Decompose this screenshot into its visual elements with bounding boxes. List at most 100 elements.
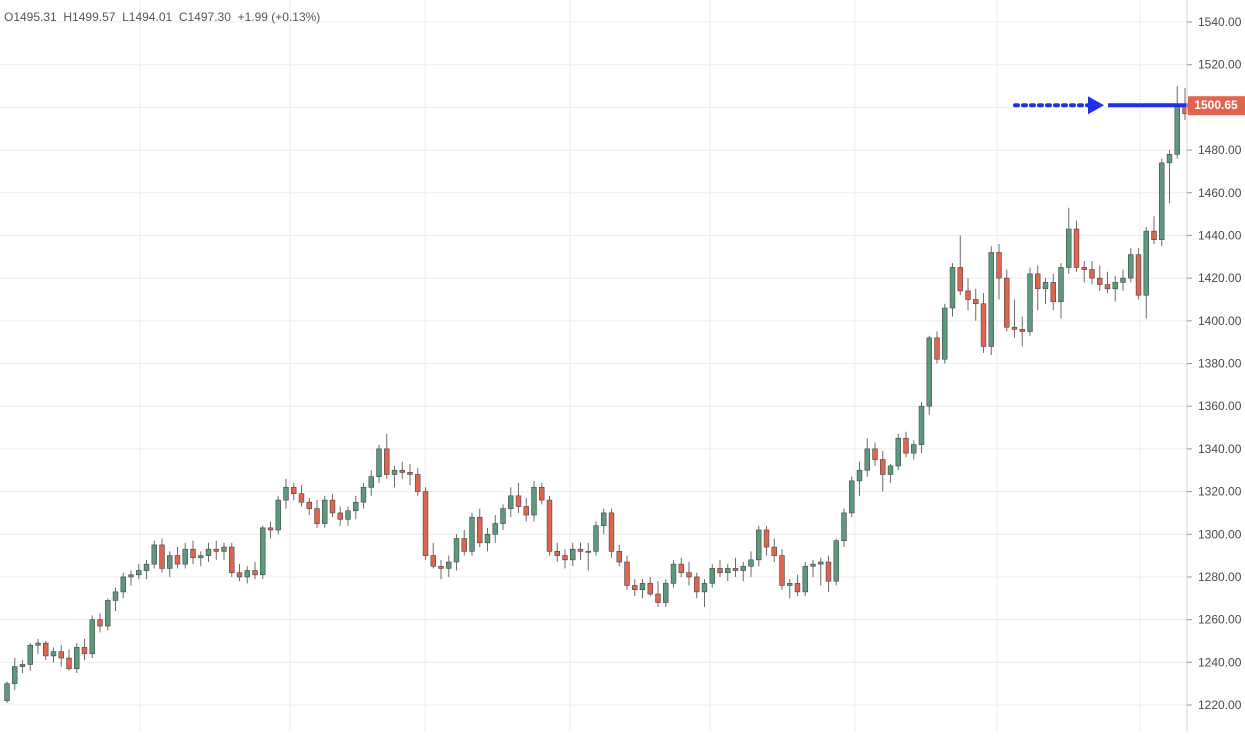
candle [151, 540, 157, 569]
candle [81, 638, 88, 661]
candle [12, 658, 18, 691]
candle-body-down [624, 561, 630, 586]
candle-body-down [562, 555, 568, 561]
candle [1019, 316, 1025, 347]
candle [903, 431, 909, 458]
candle [1042, 278, 1049, 304]
candle-body-up [802, 565, 808, 593]
candle [887, 463, 894, 484]
candle-body-down [934, 337, 940, 360]
candle [1066, 207, 1072, 274]
candle [825, 555, 832, 592]
candle-body-down [872, 448, 878, 460]
candle [306, 497, 312, 516]
candle [996, 243, 1002, 300]
candle [856, 461, 863, 496]
candle-body-up [639, 583, 646, 591]
candle-body-up [701, 583, 708, 593]
candle-body-down [252, 570, 258, 576]
candle-body-up [787, 583, 793, 586]
candle-body-up [143, 563, 150, 571]
candle [980, 293, 987, 353]
candle [136, 564, 142, 580]
candle-body-up [709, 568, 715, 584]
candle [1011, 299, 1018, 338]
candle [523, 497, 529, 522]
candle [384, 433, 390, 479]
candle [422, 487, 429, 560]
candle [841, 508, 847, 548]
candle-body-down [229, 546, 235, 573]
candle [694, 572, 700, 599]
candle-body-up [508, 495, 514, 509]
candle [531, 480, 537, 522]
candle-body-down [438, 565, 444, 569]
candle [616, 544, 622, 567]
candle [686, 561, 692, 586]
candle-body-down [58, 651, 64, 659]
candle [678, 557, 684, 577]
candle [546, 495, 553, 556]
candle-body-down [539, 486, 545, 501]
candle-body-down [717, 568, 723, 573]
candle [198, 551, 204, 567]
candle-body-up [19, 664, 26, 667]
candle [58, 645, 64, 667]
candle-body-up [1120, 277, 1126, 283]
arrow-head [1088, 96, 1104, 115]
candle [353, 495, 359, 520]
candle [1143, 226, 1149, 319]
candle-body-down [337, 512, 343, 520]
candle [484, 527, 491, 552]
price-tick-label: 1340.00 [1198, 442, 1242, 456]
candle-body-up [942, 307, 948, 360]
arrow-annotation [1013, 96, 1200, 115]
price-tick-label: 1440.00 [1198, 228, 1242, 242]
candle-body-up [112, 591, 119, 601]
candle [725, 564, 731, 582]
candle-body-up [151, 544, 157, 565]
candle [368, 470, 374, 496]
candle [438, 559, 444, 580]
candle-body-down [407, 472, 413, 475]
candle [89, 615, 95, 659]
candle-body-up [27, 644, 33, 665]
candle-body-up [283, 486, 289, 501]
candle-body-down [980, 303, 987, 347]
candle [74, 643, 80, 673]
candle [562, 549, 568, 569]
candle-body-down [1035, 273, 1041, 290]
price-tick-label: 1520.00 [1198, 58, 1242, 72]
ohlc-high: H1499.57 [63, 10, 116, 24]
candle [97, 613, 103, 633]
candle [1128, 248, 1134, 283]
candle [167, 551, 173, 577]
candle-body-down [1135, 254, 1142, 296]
candle-body-up [182, 548, 188, 565]
candle [709, 564, 715, 588]
candle [415, 468, 421, 496]
price-tick-label: 1540.00 [1198, 15, 1242, 29]
candle-body-up [1143, 230, 1149, 296]
candle-body-up [601, 512, 607, 527]
candle-body-up [492, 523, 498, 535]
candle [988, 246, 994, 355]
candle [973, 288, 979, 321]
candle-body-up [120, 576, 126, 593]
candle [298, 485, 305, 507]
candle-body-up [446, 561, 452, 569]
candle-body-up [1066, 228, 1072, 268]
candle [601, 508, 607, 535]
price-axis[interactable]: 1540.001520.001500.001480.001460.001440.… [1187, 15, 1242, 712]
candle [570, 542, 576, 567]
candle-body-up [593, 525, 599, 552]
candle [794, 574, 801, 597]
candle [236, 564, 243, 582]
ohlc-legend: O1495.31 H1499.57 L1494.01 C1497.30 +1.9… [4, 10, 320, 24]
candle [35, 638, 41, 654]
price-tick-label: 1420.00 [1198, 271, 1242, 285]
candle-body-down [1104, 284, 1111, 290]
candle-body-up [221, 546, 227, 552]
